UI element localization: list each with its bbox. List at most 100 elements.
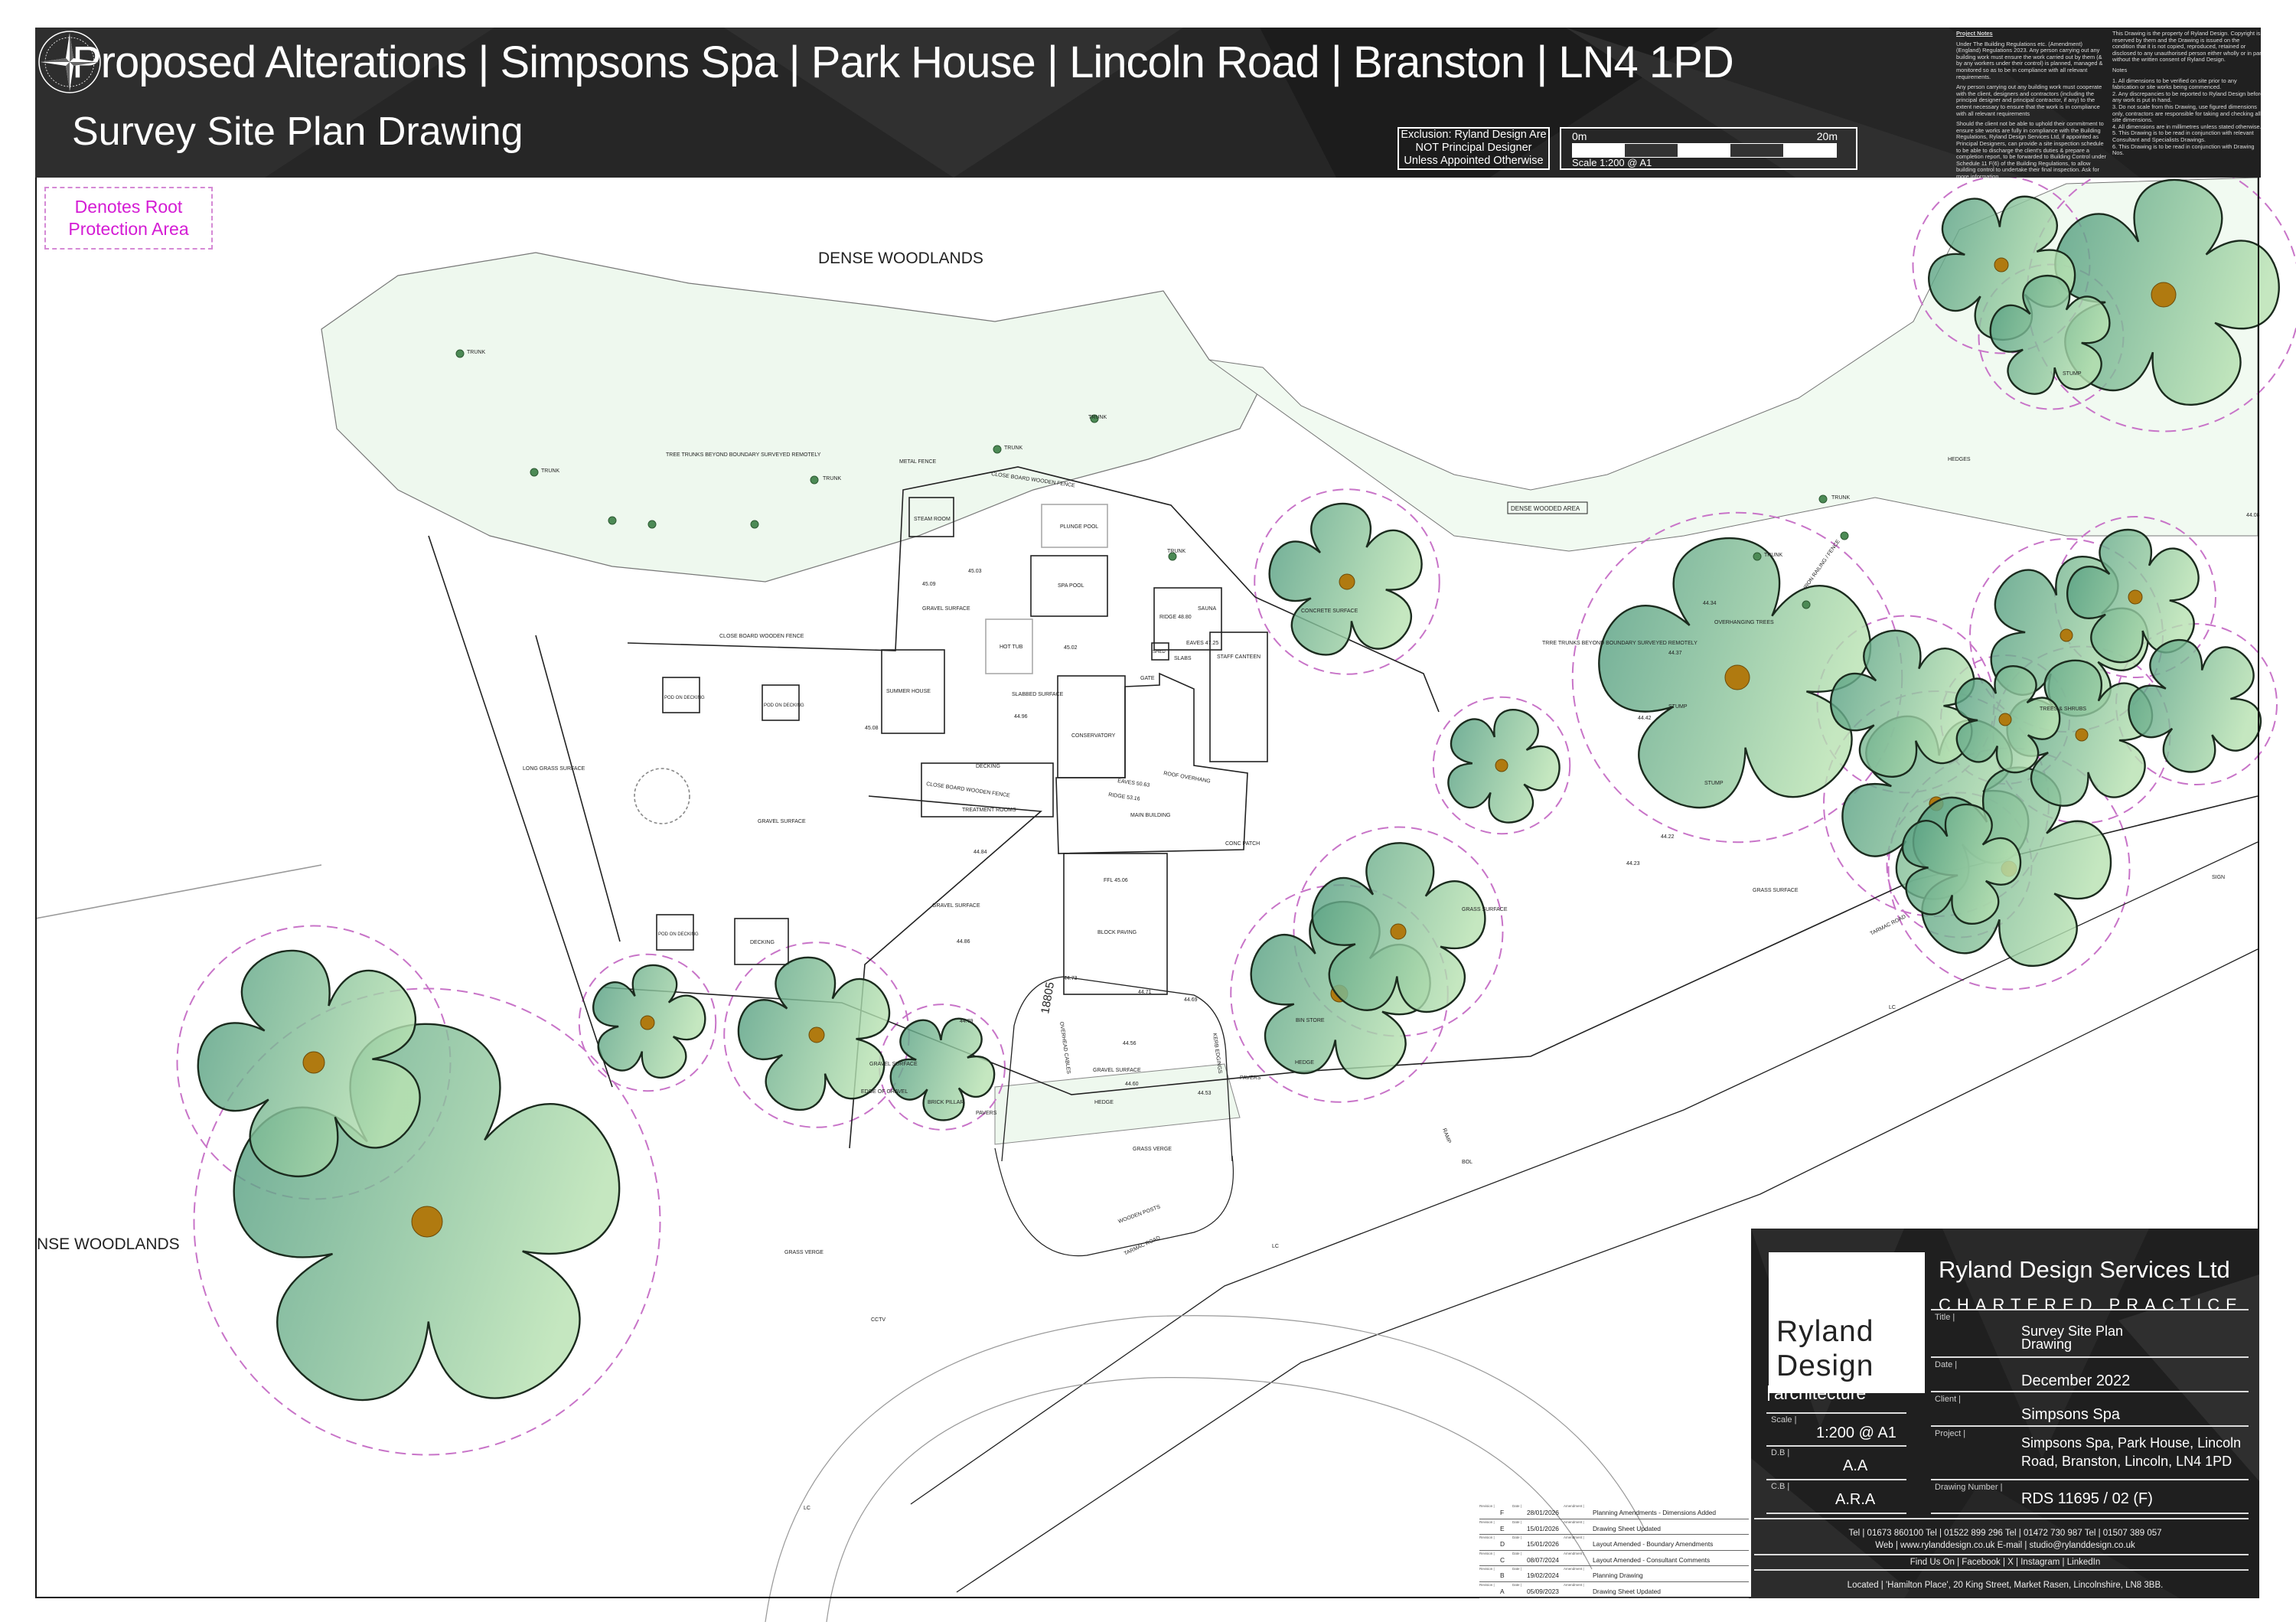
label-conservatory: CONSERVATORY <box>1071 733 1116 739</box>
label-dense-woodlands-left: NSE WOODLANDS <box>37 1235 180 1253</box>
label-pod-decking: POD ON DECKING <box>658 932 699 937</box>
label-hot-tub: HOT TUB <box>1000 645 1023 650</box>
revision-row: Revision | E Date | 15/01/2026 Amendment | Dr… <box>1479 1519 1749 1536</box>
trunk-marker-icon <box>608 516 617 525</box>
trunk-marker-icon <box>530 468 539 477</box>
amendment-col-label: Amendment | <box>1564 1551 1584 1555</box>
label-bol: BOL <box>1462 1160 1473 1165</box>
scale-bar: 0m 20m Scale 1:200 @ A1 <box>1560 127 1857 170</box>
spot-level: 45.09 <box>922 582 936 587</box>
spot-level: 44.37 <box>1668 651 1682 656</box>
root-protection-area <box>578 953 717 1092</box>
label-stump: STUMP <box>1704 781 1724 786</box>
legend-line: Denotes Root <box>74 197 183 217</box>
spot-level: 44.42 <box>1638 716 1652 721</box>
exclusion-line: NOT Principal Designer <box>1415 142 1532 154</box>
label-pavers: PAVERS <box>976 1111 997 1116</box>
spot-level: 44.96 <box>1014 714 1028 720</box>
date-col-label: Date | <box>1512 1504 1521 1508</box>
revision-col-label: Revision | <box>1479 1519 1495 1524</box>
label-gravel: GRAVEL SURFACE <box>922 606 970 612</box>
label-steam-room: STEAM ROOM <box>914 517 951 522</box>
revision-amendment: Drawing Sheet Updated <box>1593 1587 1661 1595</box>
tree-trunk-icon <box>2075 728 2089 742</box>
tree-trunk-icon <box>1724 664 1750 690</box>
logo-text: Ryland <box>1776 1315 1874 1348</box>
label-decking: DECKING <box>976 764 1000 769</box>
copyright-note: This Drawing is the property of Ryland D… <box>2112 30 2261 64</box>
spot-level: 44.34 <box>1703 601 1717 606</box>
revision-date: 08/07/2024 <box>1527 1555 1559 1564</box>
root-protection-area <box>1887 747 2131 990</box>
label-trunk: TRUNK <box>467 350 485 355</box>
revision-amendment: Drawing Sheet Updated <box>1593 1524 1661 1532</box>
tree-trunk-icon <box>2060 628 2073 642</box>
label-overhead-cables: OVERHEAD CABLES <box>1058 1021 1071 1074</box>
date-col-label: Date | <box>1512 1551 1521 1555</box>
date-col-label: Date | <box>1512 1519 1521 1524</box>
exclusion-line: Exclusion: Ryland Design Are <box>1401 129 1547 141</box>
boundary-fence <box>627 466 1440 713</box>
revision-letter: D <box>1500 1540 1505 1549</box>
trunk-marker-icon <box>1840 531 1849 540</box>
page-subtitle: Survey Site Plan Drawing <box>72 109 523 154</box>
contact-web: Web | www.rylanddesign.co.uk E-mail | st… <box>1875 1541 2135 1550</box>
scale-caption: Scale 1:200 @ A1 <box>1572 157 1652 168</box>
label-sauna: SAUNA <box>1198 606 1216 612</box>
tree-trunk-icon <box>411 1206 443 1238</box>
label-edge-gravel: EDGE OF GRAVEL <box>861 1089 908 1095</box>
label-grass-surface: GRASS SURFACE <box>1462 907 1508 912</box>
checked-by-label: C.B | <box>1771 1482 1790 1491</box>
label-slabbed: SLABBED SURFACE <box>1012 692 1064 697</box>
label-decking: DECKING <box>750 940 775 945</box>
tree-trunk-icon <box>640 1015 655 1030</box>
revision-letter: F <box>1500 1509 1505 1516</box>
note-item: 1. All dimensions to be verified on site… <box>2112 77 2237 91</box>
label-grass-verge: GRASS VERGE <box>1133 1147 1172 1152</box>
root-protection-area <box>1432 696 1571 835</box>
tree-trunk-icon <box>1495 759 1508 772</box>
road-arc <box>826 1377 1593 1622</box>
block-paving <box>1063 853 1168 995</box>
legend-line: Protection Area <box>68 219 189 239</box>
label-long-grass: LONG GRASS SURFACE <box>523 766 585 772</box>
label-pod-decking: POD ON DECKING <box>764 703 804 708</box>
label-grass-verge: GRASS VERGE <box>784 1250 823 1255</box>
amendment-col-label: Amendment | <box>1564 1567 1584 1571</box>
label-summer-house: SUMMER HOUSE <box>886 689 931 694</box>
spot-level: 45.03 <box>968 569 982 574</box>
label-concrete-surface: CONCRETE SURFACE <box>1301 609 1358 614</box>
label-staff-canteen: STAFF CANTEEN <box>1217 654 1261 660</box>
tree-trunk-icon <box>2128 589 2143 605</box>
revision-row: Revision | F Date | 28/01/2026 Amendment | Pl… <box>1479 1503 1749 1519</box>
trunk-marker-icon <box>1802 600 1811 609</box>
revision-row: Revision | A Date | 05/09/2023 Amendment | Dr… <box>1479 1582 1749 1598</box>
revision-col-label: Revision | <box>1479 1582 1495 1587</box>
note-item: 2. Any discrepancies to be reported to R… <box>2112 90 2261 104</box>
revision-row: Revision | D Date | 15/01/2026 Amendment | La… <box>1479 1535 1749 1551</box>
revision-letter: E <box>1500 1524 1505 1532</box>
root-protection-legend: Denotes Root Protection Area <box>44 187 213 250</box>
label-overhanging-trees: OVERHANGING TREES <box>1714 620 1774 625</box>
label-metal-fence: METAL FENCE <box>899 459 937 465</box>
scale-value: 1:200 @ A1 <box>1816 1425 1896 1441</box>
label-tarmac-road: TARMAC ROAD <box>1870 914 1907 936</box>
spot-level: 44.73 <box>1064 976 1078 981</box>
label-pod-decking: POD ON DECKING <box>664 696 705 700</box>
label-gravel: GRAVEL SURFACE <box>758 819 806 824</box>
label-shed: SHED <box>1153 650 1166 654</box>
label-plunge-pool: PLUNGE POOL <box>1060 524 1098 530</box>
trunk-marker-icon <box>750 520 759 529</box>
revision-letter: A <box>1500 1587 1505 1595</box>
label-main-building: MAIN BUILDING <box>1130 813 1171 818</box>
logo-tagline: architecture <box>1768 1383 1866 1404</box>
label-dense-woodlands: DENSE WOODLANDS <box>818 250 983 267</box>
date-label: Date | <box>1935 1360 1958 1369</box>
spot-level: 44.84 <box>974 850 987 855</box>
revision-date: 19/02/2024 <box>1527 1571 1559 1580</box>
road-arc <box>765 1315 1646 1622</box>
tree-canopy <box>1901 803 2022 925</box>
boundary-line <box>428 535 613 1088</box>
label-hedge: HEDGE <box>1295 1060 1314 1066</box>
trunk-marker-icon <box>993 445 1002 454</box>
